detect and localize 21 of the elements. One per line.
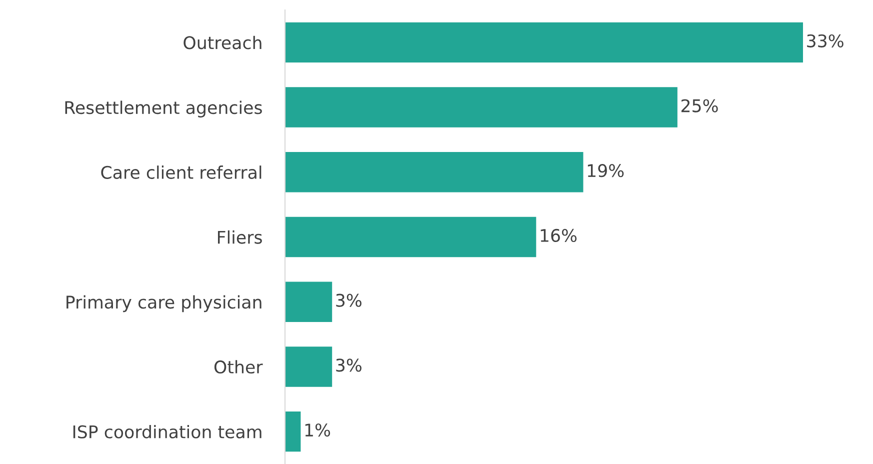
bar: [285, 216, 536, 258]
y-tick-label: Care client referral: [101, 166, 262, 179]
bar: [285, 411, 301, 452]
data-label: 16%: [540, 228, 577, 242]
data-label: 1%: [305, 423, 330, 437]
bar: [285, 87, 678, 128]
y-tick-label: Fliers: [218, 230, 262, 244]
bar: [285, 346, 332, 387]
y-tick-label: Outreach: [184, 36, 262, 50]
data-label: 3%: [336, 294, 362, 307]
bar: [285, 22, 803, 63]
bar: [285, 152, 584, 192]
data-label: 25%: [681, 99, 718, 112]
y-tick-label: Resettlement agencies: [65, 100, 262, 118]
y-tick-label: ISP coordination team: [73, 424, 262, 438]
data-label: 3%: [336, 358, 362, 372]
data-label: 33%: [807, 34, 844, 48]
bar: [285, 282, 332, 322]
y-tick-label: Primary care physician: [66, 295, 262, 312]
data-label: 19%: [588, 164, 624, 178]
y-tick-label: Other: [214, 360, 263, 374]
